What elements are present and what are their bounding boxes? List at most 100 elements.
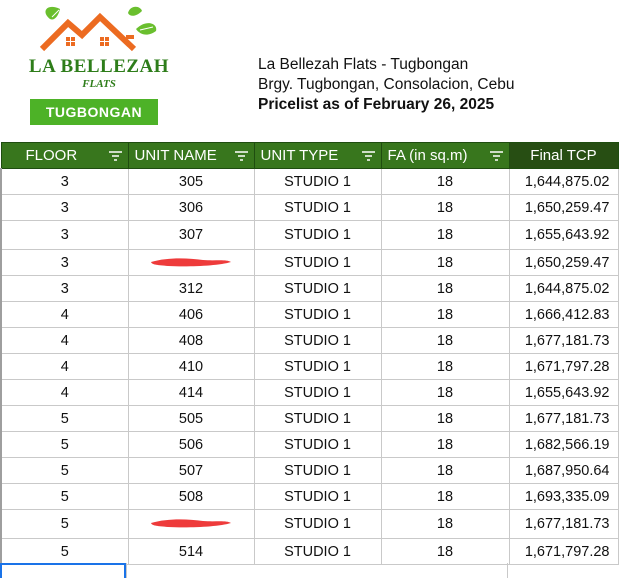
floor-cell[interactable]: 5	[0, 405, 129, 432]
final-tcp-cell[interactable]: 1,677,181.73	[508, 327, 619, 354]
unit-type-cell[interactable]: STUDIO 1	[253, 483, 382, 510]
table-row: 4 414 STUDIO 1 18 1,655,643.92	[0, 379, 619, 406]
unit-type-cell[interactable]: STUDIO 1	[253, 249, 382, 276]
final-tcp-cell[interactable]: 1,650,259.47	[508, 194, 619, 221]
table-row: 5 514 STUDIO 1 18 1,671,797.28	[0, 538, 619, 565]
unit-name-cell[interactable]: 508	[127, 483, 255, 510]
filter-icon[interactable]	[234, 150, 248, 161]
floor-cell[interactable]: 3	[0, 275, 129, 302]
unit-type-cell[interactable]: STUDIO 1	[253, 275, 382, 302]
final-tcp-cell[interactable]: 1,677,181.73	[508, 405, 619, 432]
final-tcp-cell[interactable]: 1,677,181.73	[508, 509, 619, 539]
floor-cell[interactable]: 4	[0, 379, 129, 406]
floor-area-cell[interactable]: 18	[380, 538, 510, 565]
unit-type-cell[interactable]: STUDIO 1	[253, 194, 382, 221]
unit-name-cell[interactable]	[127, 509, 255, 539]
unit-type-cell[interactable]: STUDIO 1	[253, 509, 382, 539]
unit-name-cell[interactable]: 312	[127, 275, 255, 302]
floor-area-cell[interactable]: 18	[380, 509, 510, 539]
floor-cell[interactable]: 4	[0, 301, 129, 328]
final-tcp-cell[interactable]: 1,687,950.64	[508, 457, 619, 484]
column-header-unit-type[interactable]: UNIT TYPE	[253, 142, 382, 169]
houses-leaves-icon	[39, 6, 157, 52]
final-tcp-cell[interactable]: 1,671,797.28	[508, 353, 619, 380]
floor-area-cell[interactable]: 18	[380, 194, 510, 221]
table-row: 5 STUDIO 1 18 1,677,181.73	[0, 509, 619, 539]
unit-type-cell[interactable]: STUDIO 1	[253, 379, 382, 406]
unit-name-cell[interactable]	[127, 249, 255, 276]
table-row: 4 410 STUDIO 1 18 1,671,797.28	[0, 353, 619, 380]
floor-cell[interactable]: 4	[0, 327, 129, 354]
column-header-final-tcp[interactable]: Final TCP	[508, 142, 619, 169]
unit-type-cell[interactable]: STUDIO 1	[253, 431, 382, 458]
unit-type-cell[interactable]: STUDIO 1	[253, 301, 382, 328]
final-tcp-cell[interactable]: 1,693,335.09	[508, 483, 619, 510]
column-header-unit-name[interactable]: UNIT NAME	[127, 142, 255, 169]
floor-cell[interactable]: 3	[0, 194, 129, 221]
filter-icon[interactable]	[361, 150, 375, 161]
unit-type-cell[interactable]: STUDIO 1	[253, 327, 382, 354]
table-row: 3 312 STUDIO 1 18 1,644,875.02	[0, 275, 619, 302]
floor-area-cell[interactable]: 18	[380, 327, 510, 354]
final-tcp-cell[interactable]: 1,644,875.02	[508, 275, 619, 302]
final-tcp-cell[interactable]: 1,666,412.83	[508, 301, 619, 328]
unit-type-cell[interactable]: STUDIO 1	[253, 405, 382, 432]
final-tcp-cell[interactable]: 1,644,875.02	[508, 168, 619, 195]
unit-name-cell[interactable]: 514	[127, 538, 255, 565]
logo-subtitle: FLATS	[82, 78, 116, 90]
table-row: 3 307 STUDIO 1 18 1,655,643.92	[0, 220, 619, 250]
final-tcp-cell[interactable]: 1,682,566.19	[508, 431, 619, 458]
unit-name-cell[interactable]: 410	[127, 353, 255, 380]
floor-area-cell[interactable]: 18	[380, 249, 510, 276]
floor-cell[interactable]: 5	[0, 483, 129, 510]
floor-area-cell[interactable]: 18	[380, 431, 510, 458]
floor-area-cell[interactable]: 18	[380, 220, 510, 250]
unit-name-cell[interactable]: 306	[127, 194, 255, 221]
floor-cell[interactable]: 5	[0, 509, 129, 539]
redaction-mark	[148, 253, 234, 269]
column-header-floor-area[interactable]: FA (in sq.m)	[380, 142, 510, 169]
unit-name-cell[interactable]: 406	[127, 301, 255, 328]
floor-area-cell[interactable]: 18	[380, 405, 510, 432]
final-tcp-cell[interactable]: 1,655,643.92	[508, 220, 619, 250]
empty-row	[126, 563, 508, 578]
unit-type-cell[interactable]: STUDIO 1	[253, 220, 382, 250]
floor-cell[interactable]: 4	[0, 353, 129, 380]
unit-name-cell[interactable]: 414	[127, 379, 255, 406]
final-tcp-cell[interactable]: 1,650,259.47	[508, 249, 619, 276]
floor-area-cell[interactable]: 18	[380, 379, 510, 406]
final-tcp-cell[interactable]: 1,671,797.28	[508, 538, 619, 565]
unit-name-cell[interactable]: 408	[127, 327, 255, 354]
floor-area-cell[interactable]: 18	[380, 483, 510, 510]
unit-name-cell[interactable]: 506	[127, 431, 255, 458]
floor-cell[interactable]: 3	[0, 220, 129, 250]
unit-name-cell[interactable]: 507	[127, 457, 255, 484]
floor-area-cell[interactable]: 18	[380, 353, 510, 380]
unit-type-cell[interactable]: STUDIO 1	[253, 353, 382, 380]
floor-area-cell[interactable]: 18	[380, 275, 510, 302]
unit-type-cell[interactable]: STUDIO 1	[253, 457, 382, 484]
unit-name-cell[interactable]: 307	[127, 220, 255, 250]
unit-type-cell[interactable]: STUDIO 1	[253, 538, 382, 565]
pricelist-table: FLOOR UNIT NAME UNIT TYPE FA (in sq.m) F…	[0, 142, 619, 565]
filter-icon[interactable]	[108, 150, 122, 161]
filter-icon[interactable]	[489, 150, 503, 161]
column-label: UNIT TYPE	[260, 147, 339, 164]
floor-cell[interactable]: 5	[0, 538, 129, 565]
selected-cell[interactable]	[0, 563, 126, 578]
floor-area-cell[interactable]: 18	[380, 301, 510, 328]
table-row: 3 305 STUDIO 1 18 1,644,875.02	[0, 168, 619, 195]
column-header-floor[interactable]: FLOOR	[0, 142, 129, 169]
floor-cell[interactable]: 5	[0, 431, 129, 458]
final-tcp-cell[interactable]: 1,655,643.92	[508, 379, 619, 406]
unit-type-cell[interactable]: STUDIO 1	[253, 168, 382, 195]
unit-name-cell[interactable]: 305	[127, 168, 255, 195]
table-row: 3 306 STUDIO 1 18 1,650,259.47	[0, 194, 619, 221]
table-row: 4 406 STUDIO 1 18 1,666,412.83	[0, 301, 619, 328]
floor-area-cell[interactable]: 18	[380, 457, 510, 484]
floor-cell[interactable]: 5	[0, 457, 129, 484]
floor-cell[interactable]: 3	[0, 168, 129, 195]
unit-name-cell[interactable]: 505	[127, 405, 255, 432]
floor-area-cell[interactable]: 18	[380, 168, 510, 195]
floor-cell[interactable]: 3	[0, 249, 129, 276]
